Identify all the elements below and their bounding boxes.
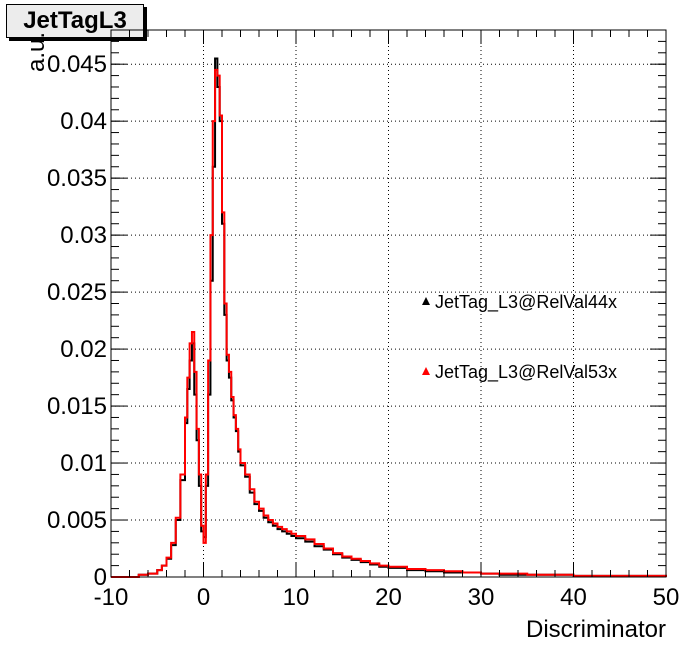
x-tick-label: 50 <box>653 584 680 611</box>
x-tick-label: -10 <box>94 584 129 611</box>
y-tick-label: 0.03 <box>60 222 107 249</box>
series-line-2 <box>111 68 667 578</box>
legend-entry-1: JetTag_L3@RelVal44x <box>435 292 617 313</box>
chart-title: JetTagL3 <box>6 4 144 38</box>
y-tick-label: 0.005 <box>47 507 107 534</box>
y-tick-label: 0.01 <box>60 450 107 477</box>
x-tick-label: 10 <box>283 584 310 611</box>
plot-frame <box>110 29 667 578</box>
legend-entry-2: JetTag_L3@RelVal53x <box>435 362 617 383</box>
y-tick-label: 0.02 <box>60 336 107 363</box>
x-tick-label: 40 <box>560 584 587 611</box>
y-tick-label: 0.04 <box>60 108 107 135</box>
y-tick-label: 0.045 <box>47 51 107 78</box>
x-tick-label: 0 <box>197 584 210 611</box>
x-tick-label: 30 <box>468 584 495 611</box>
x-tick-label: 20 <box>375 584 402 611</box>
legend: JetTag_L3@RelVal44x JetTag_L3@RelVal53x <box>422 292 617 383</box>
x-axis-title: Discriminator <box>526 616 666 643</box>
label-layer: -10 0 10 20 30 40 5000.0050.010.0150.020.0250.… <box>47 51 679 611</box>
legend-marker-1 <box>422 297 430 305</box>
y-tick-label: 0.035 <box>47 165 107 192</box>
frame-layer <box>110 29 667 578</box>
series-line-1 <box>111 57 667 578</box>
y-tick-label: 0 <box>94 564 107 591</box>
y-tick-label: 0.015 <box>47 393 107 420</box>
legend-marker-2 <box>422 367 430 375</box>
grid-layer <box>110 30 667 577</box>
y-axis-title: a.u. <box>23 32 50 72</box>
data-layer <box>111 57 667 578</box>
y-tick-label: 0.025 <box>47 279 107 306</box>
